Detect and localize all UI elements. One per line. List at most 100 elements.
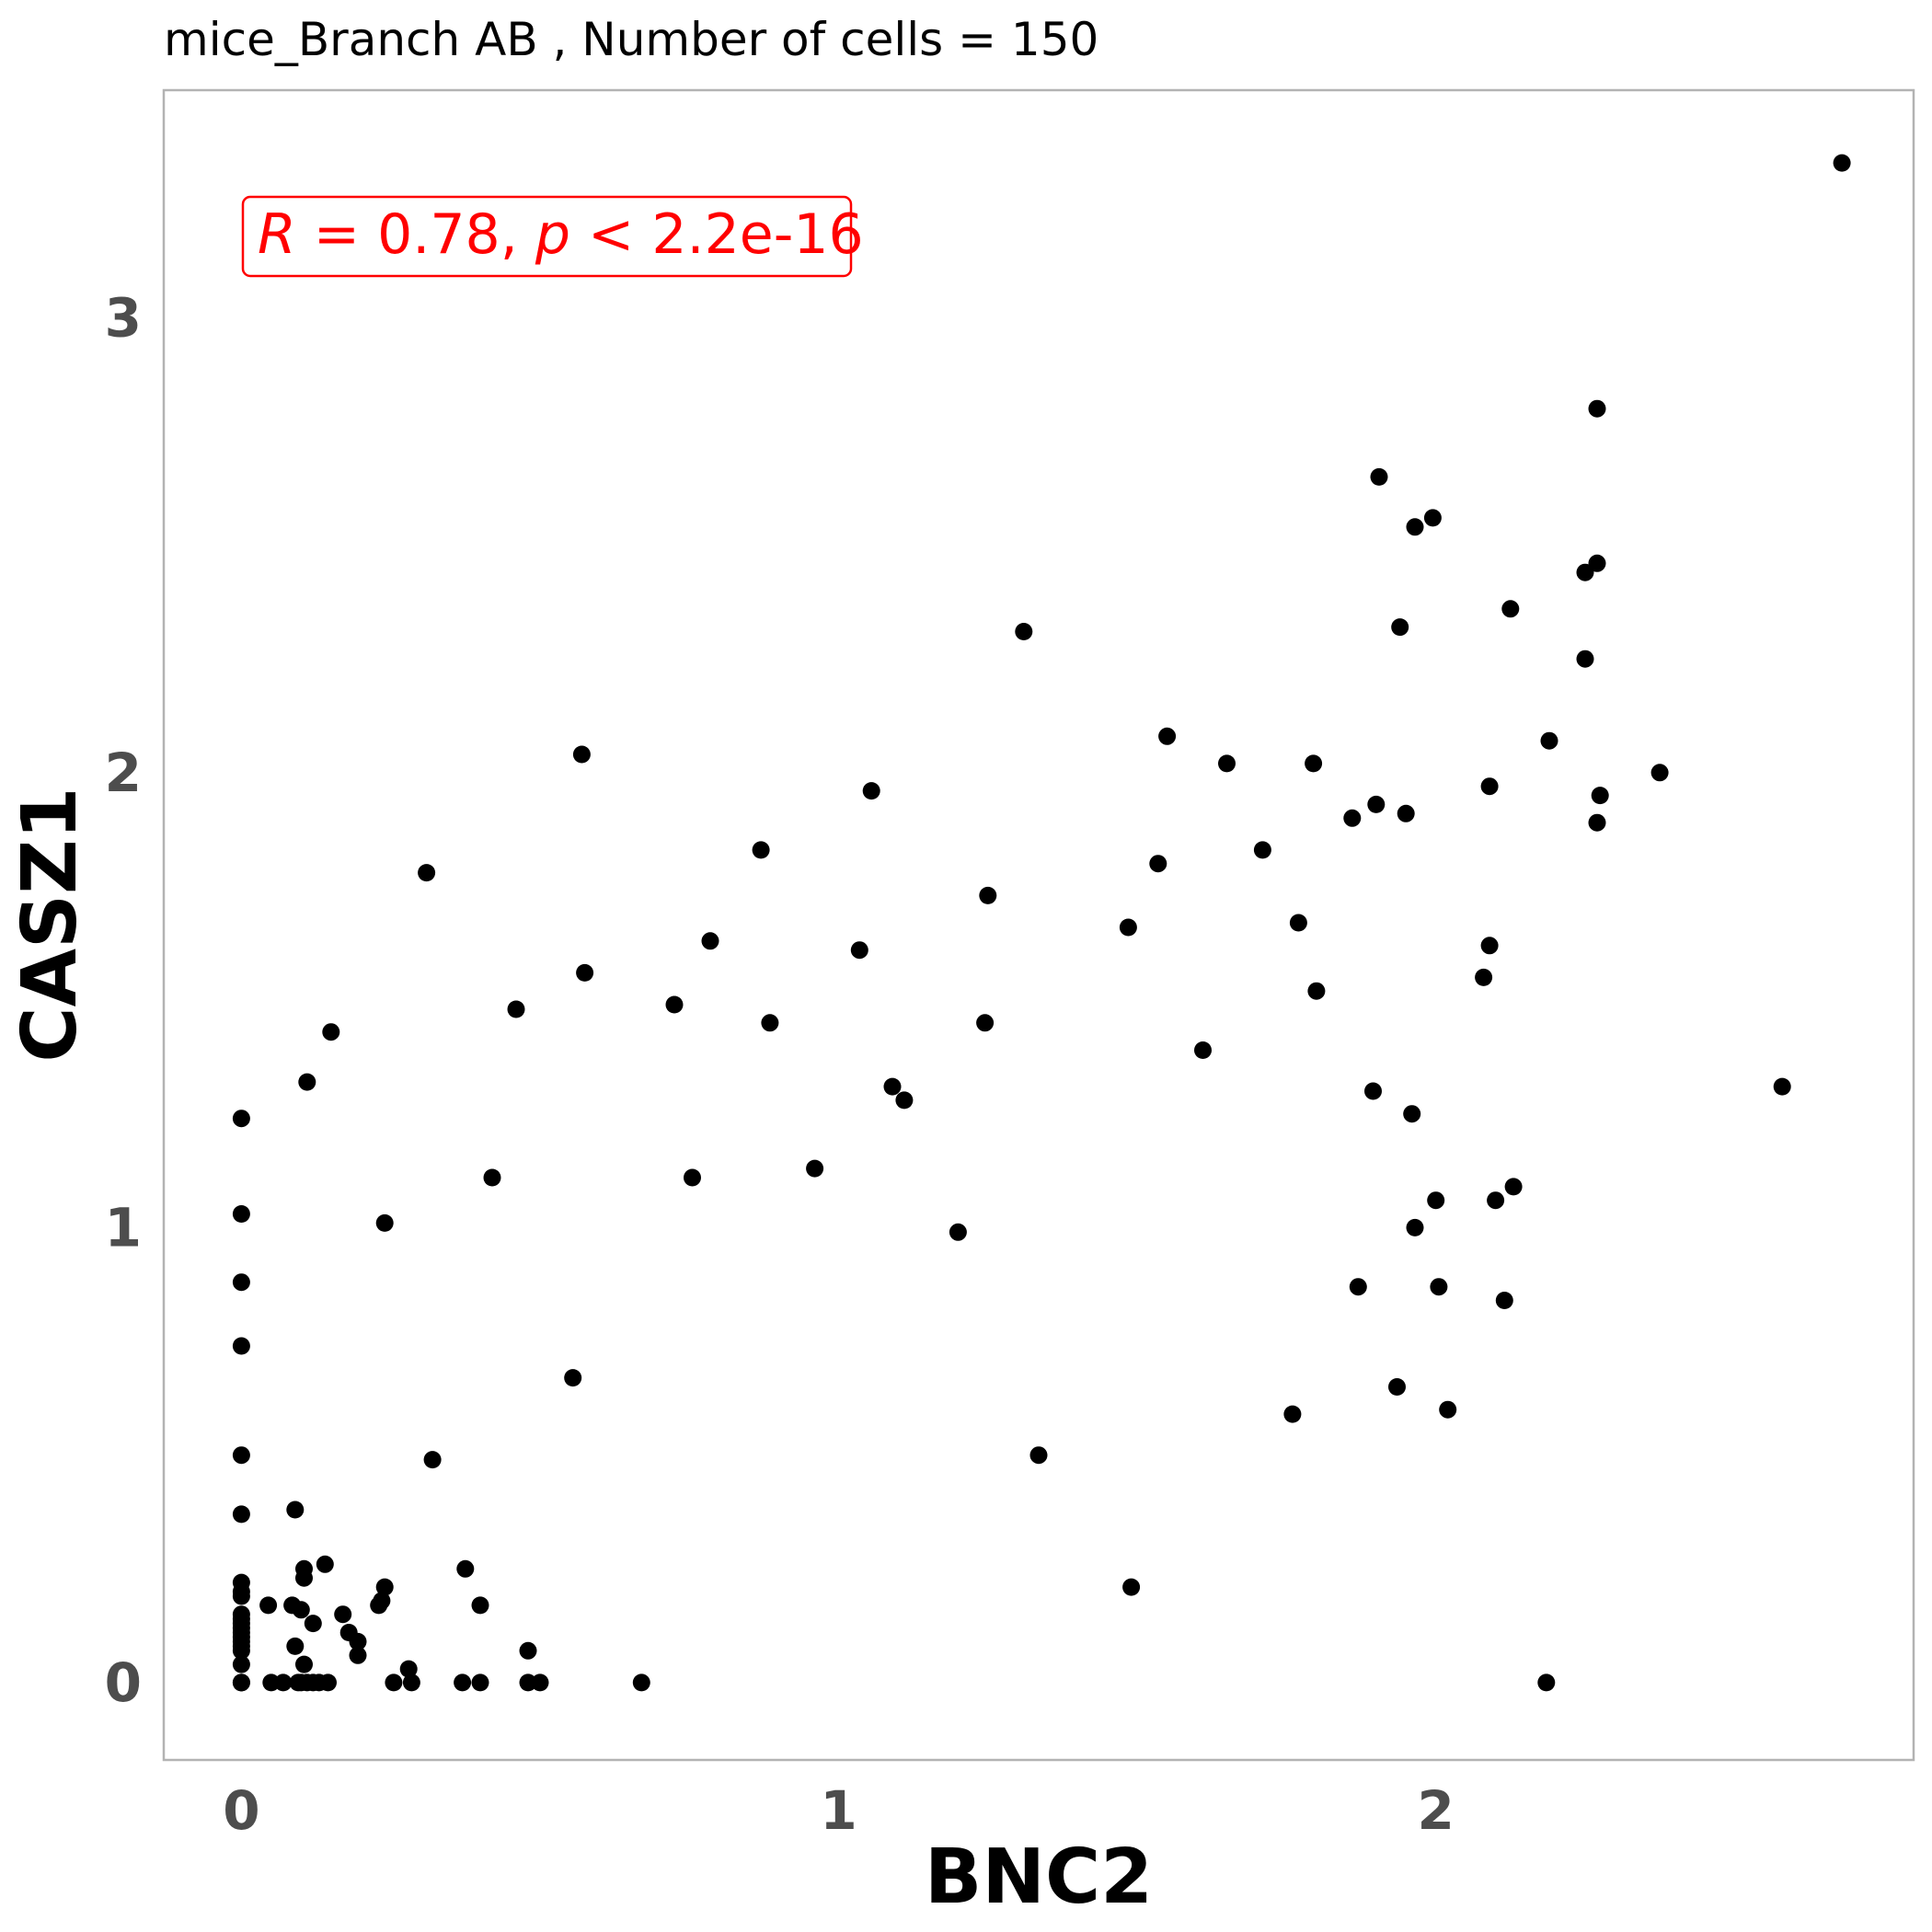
data-point [1588,399,1606,418]
data-points [232,154,1851,1692]
data-point [1495,1292,1513,1309]
data-point [232,1205,250,1223]
data-point [1283,1405,1302,1423]
data-point [979,886,997,904]
data-point [576,963,594,982]
data-point [418,864,436,882]
data-point [1307,982,1326,1000]
data-point [1029,1446,1048,1465]
data-point [274,1673,293,1692]
data-point [1427,1191,1445,1210]
data-point [519,1641,537,1660]
y-axis-title: CASZ1 [6,787,94,1062]
data-point [471,1596,489,1615]
data-point [1397,804,1415,822]
data-point [1588,554,1606,572]
data-point [232,1110,250,1128]
data-point [423,1451,442,1469]
data-point [507,1000,525,1018]
data-point [292,1601,310,1619]
data-point [1576,650,1594,668]
data-point [806,1159,824,1178]
data-point [862,782,880,800]
data-point [1015,623,1033,640]
x-tick-label: 1 [820,1779,857,1842]
x-axis-ticks: 0 1 2 [223,1779,1455,1842]
data-point [1475,968,1493,986]
data-point [701,932,719,950]
data-point [349,1632,367,1650]
x-axis-title: BNC2 [925,1834,1153,1921]
y-tick-label: 2 [105,742,142,804]
data-point [1833,154,1851,172]
data-point [1119,918,1137,937]
x-tick-label: 2 [1418,1779,1455,1842]
data-point [298,1073,316,1091]
data-point [295,1655,313,1673]
data-point [1540,731,1558,750]
data-point [1576,563,1594,581]
data-point [471,1673,489,1692]
data-point [976,1014,995,1032]
data-point [1406,1218,1424,1236]
data-point [1194,1041,1212,1059]
data-point [1501,600,1520,618]
data-point [1364,1082,1382,1100]
data-point [519,1673,537,1692]
data-point [1403,1105,1421,1123]
data-point [385,1673,403,1692]
data-point [1218,754,1236,773]
chart-title: mice_Branch AB , Number of cells = 150 [164,13,1098,66]
data-point [286,1637,305,1655]
data-point [850,941,868,960]
data-point [632,1673,650,1692]
data-point [322,1023,340,1041]
data-point [1591,787,1609,805]
data-point [761,1014,779,1032]
data-point [1504,1178,1523,1196]
data-point [373,1592,391,1610]
data-point [1149,855,1167,873]
correlation-label: R = 0.78, p < 2.2e-16 [258,202,864,267]
data-point [232,1273,250,1292]
data-point [1391,618,1409,637]
data-point [1406,518,1424,536]
p-symbol: p [535,202,570,267]
data-point [295,1569,313,1587]
data-point [1430,1278,1448,1296]
data-point [304,1615,322,1633]
data-point [1773,1077,1791,1096]
data-point [1439,1400,1457,1419]
y-tick-label: 0 [105,1651,142,1714]
data-point [665,995,684,1014]
data-point [883,1077,902,1096]
data-point [334,1605,352,1624]
data-point [286,1501,305,1519]
correlation-label-box [241,195,853,278]
data-point [232,1655,250,1673]
x-tick-label: 0 [223,1779,259,1842]
plot-panel-border [162,88,1915,1762]
data-point [1480,777,1499,796]
data-point [684,1168,701,1187]
data-point [1349,1278,1367,1296]
y-axis-ticks: 0 1 2 3 [105,286,142,1714]
data-point [1537,1673,1556,1692]
y-tick-label: 1 [105,1196,142,1259]
r-value-text: = 0.78, [296,202,535,267]
data-point [262,1673,281,1692]
p-value-text: < 2.2e-16 [570,202,864,267]
data-point [456,1559,475,1578]
data-point [1289,914,1307,932]
data-point [1588,813,1606,832]
data-point [1480,937,1499,955]
data-point [1158,727,1177,745]
data-point [349,1646,367,1664]
data-point [454,1673,472,1692]
r-symbol: R [258,202,296,267]
data-point [375,1578,394,1596]
data-point [316,1555,334,1573]
data-point [1388,1378,1406,1396]
data-point [232,1673,250,1692]
data-point [564,1369,582,1387]
